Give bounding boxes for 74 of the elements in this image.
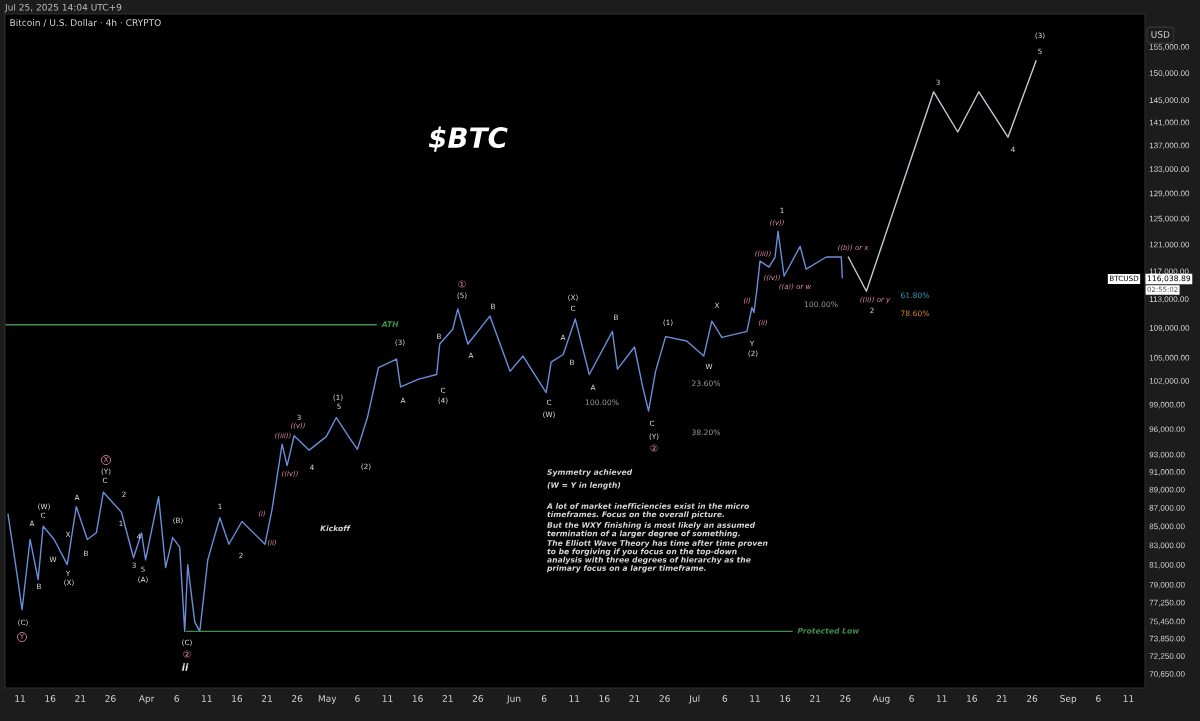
x-tick-label: 16 xyxy=(967,695,977,702)
y-tick-label: 141,000.00 xyxy=(1149,119,1190,127)
x-tick-label: 11 xyxy=(1123,695,1134,702)
x-tick-label: 21 xyxy=(75,695,86,702)
y-tick-label: 121,000.00 xyxy=(1149,241,1190,249)
annotation: ii xyxy=(181,663,189,671)
x-tick-label: 11 xyxy=(382,695,393,702)
x-tick-label: 16 xyxy=(232,695,243,702)
y-tick-label: 105,000.00 xyxy=(1149,354,1190,362)
y-tick-label: 155,000.00 xyxy=(1149,44,1190,51)
x-tick-label: 26 xyxy=(105,695,116,702)
y-tick-label: 117,000.00 xyxy=(1149,268,1189,276)
y-tick-label: 145,000.00 xyxy=(1149,97,1190,104)
x-tick-label: 11 xyxy=(202,695,212,702)
annotation: $BTC xyxy=(428,126,508,152)
x-tick-label: 6 xyxy=(1096,695,1101,702)
y-tick-label: 85,000.00 xyxy=(1149,523,1185,531)
y-tick-label: 70,650.00 xyxy=(1149,671,1185,678)
x-tick-label: Jul xyxy=(688,694,700,704)
x-tick-label: Apr xyxy=(138,695,155,704)
x-tick-label: 26 xyxy=(840,695,851,702)
x-tick-label: Jun xyxy=(506,695,521,704)
y-tick-label: 125,000.00 xyxy=(1149,215,1190,223)
x-tick-label: May xyxy=(318,695,337,704)
y-tick-label: 99,000.00 xyxy=(1149,401,1185,409)
x-tick-label: 21 xyxy=(629,695,640,702)
x-tick-label: 16 xyxy=(45,695,56,702)
y-tick-label: 75,450.00 xyxy=(1149,618,1185,626)
y-tick-label: 81,000.00 xyxy=(1149,561,1185,569)
y-tick-label: 91,000.00 xyxy=(1149,469,1185,476)
annotation: ① xyxy=(458,280,466,288)
y-tick-label: 72,250.00 xyxy=(1149,653,1185,660)
annotation: ② xyxy=(650,444,658,452)
x-tick-label: 26 xyxy=(472,695,484,702)
x-tick-label: 16 xyxy=(412,695,423,702)
x-tick-label: 21 xyxy=(442,695,453,702)
y-tick-label: 73,850.00 xyxy=(1149,635,1185,643)
x-tick-label: 11 xyxy=(569,695,580,702)
x-tick-label: 11 xyxy=(750,695,760,702)
x-tick-label: Sep xyxy=(1060,695,1077,704)
x-tick-label: 11 xyxy=(15,695,25,702)
x-tick-label: 21 xyxy=(261,695,272,702)
x-tick-label: 6 xyxy=(541,695,547,702)
y-axis-title: USD xyxy=(1151,31,1170,38)
y-tick-label: 113,000.00 xyxy=(1149,296,1189,303)
y-tick-label: 83,000.00 xyxy=(1149,542,1185,550)
annotation: ② xyxy=(183,650,191,658)
x-tick-label: 16 xyxy=(780,695,791,702)
y-tick-label: 129,000.00 xyxy=(1149,190,1190,198)
y-tick-label: 137,000.00 xyxy=(1149,142,1190,150)
x-tick-label: 26 xyxy=(1026,695,1038,702)
x-tick-label: 6 xyxy=(174,695,179,702)
y-tick-label: 109,000.00 xyxy=(1149,325,1190,332)
x-tick-label: 26 xyxy=(659,695,670,702)
x-tick-label: 21 xyxy=(996,695,1007,702)
y-tick-label: 93,000.00 xyxy=(1149,451,1185,459)
x-tick-label: Aug xyxy=(872,695,890,704)
y-tick-label: 77,250.00 xyxy=(1149,599,1185,607)
x-tick-label: 6 xyxy=(909,695,914,702)
x-tick-label: 6 xyxy=(355,695,360,702)
x-tick-label: 16 xyxy=(599,695,610,702)
y-tick-label: 102,000.00 xyxy=(1149,378,1190,385)
x-tick-label: 11 xyxy=(936,695,947,702)
y-tick-label: 96,000.00 xyxy=(1149,426,1185,434)
x-tick-label: 6 xyxy=(722,695,728,702)
x-tick-label: 26 xyxy=(292,695,303,702)
y-tick-label: 89,000.00 xyxy=(1149,486,1185,494)
y-tick-label: 150,000.00 xyxy=(1149,70,1190,77)
y-tick-label: 87,000.00 xyxy=(1149,504,1185,512)
y-tick-label: 79,000.00 xyxy=(1149,581,1185,589)
chart-title: Bitcoin / U.S. Dollar · 4h · CRYPTO xyxy=(10,19,161,27)
y-tick-label: 133,000.00 xyxy=(1149,166,1190,173)
text: Jul 25, 2025 14:04 UTC+9 xyxy=(4,3,122,13)
x-tick-label: 21 xyxy=(810,695,821,702)
